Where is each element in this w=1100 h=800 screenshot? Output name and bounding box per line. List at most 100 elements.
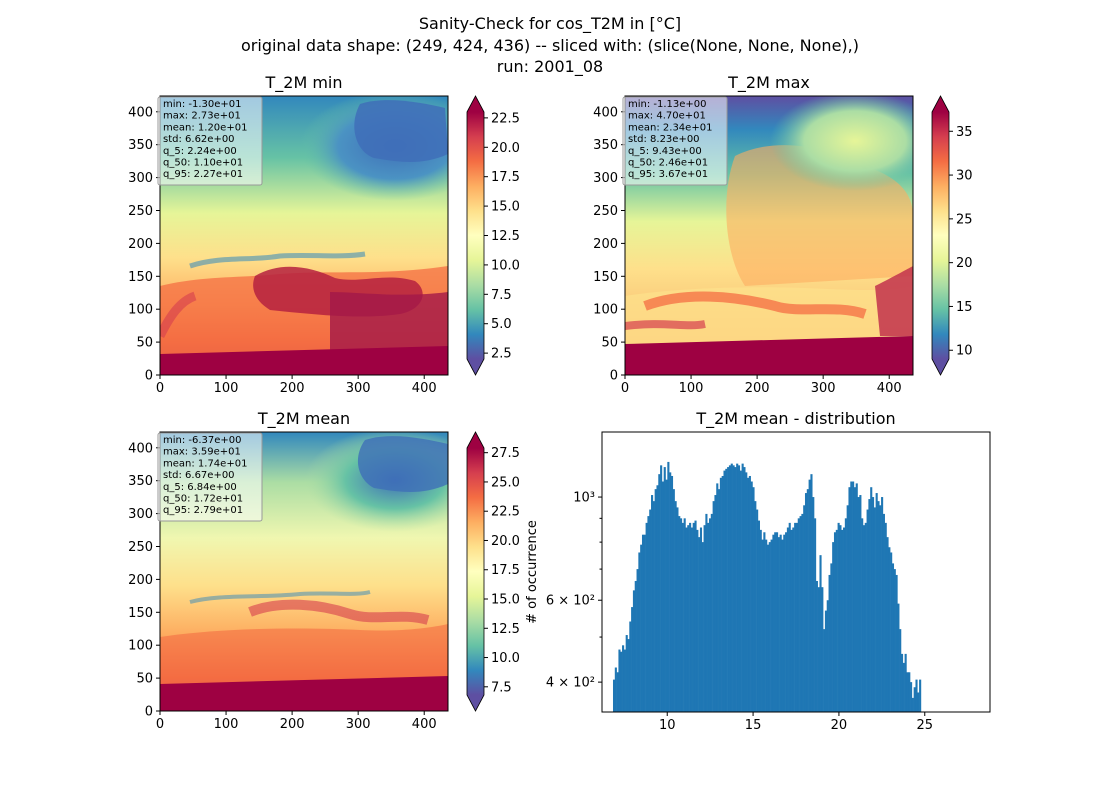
histogram-bar	[870, 487, 873, 712]
figure-title-line-2: original data shape: (249, 424, 436) -- …	[241, 36, 859, 55]
histogram-bar	[629, 621, 632, 712]
histogram-bar	[710, 513, 713, 712]
histogram-bar	[877, 501, 880, 712]
tmin-colorbar: 2.5 5.0 7.5 10.0 12.5 15.0 17.5 20.0 22.5	[466, 95, 520, 376]
tmean-xtick-label: 400	[412, 717, 437, 732]
tmean-ytick-label: 400	[128, 441, 153, 456]
tmax-colorbar-tick-label: 35	[956, 125, 973, 140]
histogram-bar	[846, 505, 849, 712]
histogram-bar	[833, 532, 837, 712]
tmax-ytick-label: 300	[593, 171, 618, 186]
histogram-bar	[801, 513, 804, 712]
tmax-stats-line: max: 4.70e+01	[628, 111, 706, 122]
tmin-stats-box-bg	[157, 96, 263, 186]
tmax-colorbar-tick-label: 10	[956, 344, 973, 359]
histogram-bar	[864, 522, 867, 712]
tmin-colorbar-tick-label: 15.0	[491, 200, 520, 215]
tmin-ytick-label: 50	[136, 336, 153, 351]
tmax-stats-line: mean: 2.34e+01	[628, 122, 712, 133]
histogram-bar	[734, 467, 737, 712]
histogram-bar	[752, 487, 755, 712]
histogram-bar	[739, 470, 742, 712]
tmean-colorbar-outline	[466, 431, 485, 712]
tmean-ytick-label: 250	[128, 540, 153, 555]
histogram-bar	[634, 580, 637, 712]
histogram-bar	[828, 574, 831, 712]
histogram-bar	[913, 687, 916, 712]
histogram-bar	[683, 518, 686, 712]
tmin-ytick-label: 150	[128, 270, 153, 285]
tmax-colorbar-gradient	[932, 112, 949, 359]
tmin-ytick-label: 0	[145, 369, 153, 384]
tmin-stats-line: q_50: 1.10e+01	[163, 158, 243, 169]
histogram-bar	[850, 481, 853, 712]
tmax-ytick-label: 150	[593, 270, 618, 285]
histogram-bar	[852, 481, 855, 712]
tmean-stats-box-bg	[157, 432, 263, 522]
histogram-bar	[685, 527, 688, 712]
tmax-map	[625, 96, 913, 375]
tmin-colorbar-tick-label: 20.0	[491, 141, 520, 156]
panel-distribution-title: T_2M mean - distribution	[695, 409, 895, 429]
histogram-bar	[719, 477, 722, 712]
tmean-colorbar-tick-label: 27.5	[491, 446, 520, 461]
histogram-bar	[824, 610, 828, 712]
histogram-bar	[656, 485, 659, 712]
tmean-ytick-label: 300	[128, 507, 153, 522]
histogram-bar	[839, 525, 842, 712]
histogram-bar	[636, 569, 639, 712]
tmin-xtick-label: 300	[346, 381, 371, 396]
histogram-bar	[910, 682, 913, 712]
histogram-bar	[696, 529, 699, 712]
histogram-bar	[765, 539, 768, 712]
figure-title-line-3: run: 2001_08	[497, 57, 603, 77]
panel-distribution: T_2M mean - distribution 10 15 20 25 4 × 10²…	[525, 409, 991, 733]
histogram-bar	[891, 563, 895, 712]
histogram-bar	[705, 513, 708, 712]
tmin-colorbar-tick-label: 17.5	[491, 170, 520, 185]
histogram-bar	[837, 522, 840, 712]
histogram-bar	[707, 522, 710, 712]
tmean-colorbar-tick-label: 17.5	[491, 563, 520, 578]
histogram-bar	[861, 518, 864, 712]
histogram-bar	[625, 635, 628, 712]
histogram-bar	[788, 522, 791, 712]
histogram-bar	[699, 527, 703, 712]
tmax-ytick-label: 200	[593, 237, 618, 252]
histogram-bar	[904, 653, 907, 712]
histogram-bar	[641, 534, 645, 712]
tmean-ytick-label: 350	[128, 474, 153, 489]
histogram-bar	[790, 529, 793, 712]
histogram-bar	[623, 649, 626, 712]
tmax-xtick-label: 400	[877, 381, 902, 396]
histogram-bar	[906, 672, 909, 712]
histogram-bar	[761, 539, 764, 712]
histogram-bar	[806, 489, 809, 712]
histogram-bar	[821, 587, 824, 712]
tmean-stats-line: min: -6.37e+00	[163, 435, 242, 446]
histogram-bar	[895, 574, 898, 712]
histogram-bar	[712, 501, 715, 712]
tmean-stats-line: q_5: 6.84e+00	[163, 482, 237, 493]
tmin-colorbar-tick-label: 10.0	[491, 258, 520, 273]
tmax-xtick-label: 100	[679, 381, 704, 396]
tmax-xtick-label: 200	[745, 381, 770, 396]
histogram-bar	[795, 522, 799, 712]
histogram-bar	[862, 525, 866, 712]
histogram-bar	[745, 472, 748, 712]
histogram-bar	[797, 518, 800, 712]
tmean-colorbar-tick-label: 25.0	[491, 475, 520, 490]
histogram-bar	[899, 629, 902, 712]
tmean-colorbar-tick-label: 22.5	[491, 505, 520, 520]
tmean-colorbar-tick-label: 10.0	[491, 651, 520, 666]
histogram-xtick-label: 20	[831, 718, 848, 733]
histogram-bar	[736, 463, 739, 712]
histogram-bar	[620, 651, 623, 712]
histogram-bar	[799, 516, 802, 712]
histogram-bar	[900, 653, 904, 712]
histogram-bar	[757, 520, 760, 712]
